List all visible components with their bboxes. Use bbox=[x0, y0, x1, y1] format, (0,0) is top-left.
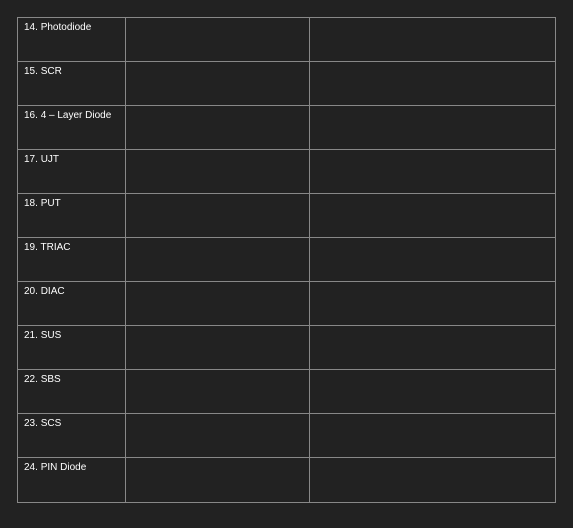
table-row: 18. PUT bbox=[18, 194, 555, 238]
symbol-cell bbox=[126, 106, 310, 149]
characteristic-cell bbox=[310, 458, 555, 502]
symbol-cell bbox=[126, 194, 310, 237]
table-row: 20. DIAC bbox=[18, 282, 555, 326]
characteristic-cell bbox=[310, 282, 555, 325]
device-label: SUS bbox=[41, 330, 62, 341]
device-label: Photodiode bbox=[41, 22, 92, 33]
device-name-cell: 19. TRIAC bbox=[18, 238, 126, 281]
symbol-cell bbox=[126, 150, 310, 193]
device-name-cell: 16. 4 – Layer Diode bbox=[18, 106, 126, 149]
device-name-cell: 14. Photodiode bbox=[18, 18, 126, 61]
characteristic-cell bbox=[310, 150, 555, 193]
device-label: PIN Diode bbox=[41, 462, 87, 473]
device-table: 14. Photodiode15. SCR16. 4 – Layer Diode… bbox=[17, 17, 556, 503]
row-number: 21. bbox=[24, 330, 38, 341]
characteristic-cell bbox=[310, 194, 555, 237]
symbol-cell bbox=[126, 370, 310, 413]
symbol-cell bbox=[126, 458, 310, 502]
characteristic-cell bbox=[310, 62, 555, 105]
characteristic-cell bbox=[310, 326, 555, 369]
symbol-cell bbox=[126, 282, 310, 325]
symbol-cell bbox=[126, 238, 310, 281]
row-number: 23. bbox=[24, 418, 38, 429]
device-name-cell: 20. DIAC bbox=[18, 282, 126, 325]
row-number: 18. bbox=[24, 198, 38, 209]
device-label: DIAC bbox=[41, 286, 65, 297]
table-row: 21. SUS bbox=[18, 326, 555, 370]
device-name-cell: 22. SBS bbox=[18, 370, 126, 413]
characteristic-cell bbox=[310, 370, 555, 413]
row-number: 16. bbox=[24, 110, 38, 121]
characteristic-cell bbox=[310, 106, 555, 149]
row-number: 20. bbox=[24, 286, 38, 297]
row-number: 15. bbox=[24, 66, 38, 77]
table-row: 15. SCR bbox=[18, 62, 555, 106]
device-label: TRIAC bbox=[41, 242, 71, 253]
device-label: UJT bbox=[41, 154, 59, 165]
row-number: 24. bbox=[24, 462, 38, 473]
table-row: 14. Photodiode bbox=[18, 18, 555, 62]
device-name-cell: 21. SUS bbox=[18, 326, 126, 369]
characteristic-cell bbox=[310, 18, 555, 61]
table-row: 24. PIN Diode bbox=[18, 458, 555, 502]
table-row: 16. 4 – Layer Diode bbox=[18, 106, 555, 150]
device-name-cell: 18. PUT bbox=[18, 194, 126, 237]
table-row: 23. SCS bbox=[18, 414, 555, 458]
symbol-cell bbox=[126, 414, 310, 457]
device-name-cell: 15. SCR bbox=[18, 62, 126, 105]
characteristic-cell bbox=[310, 414, 555, 457]
symbol-cell bbox=[126, 18, 310, 61]
device-name-cell: 24. PIN Diode bbox=[18, 458, 126, 502]
row-number: 14. bbox=[24, 22, 38, 33]
table-row: 19. TRIAC bbox=[18, 238, 555, 282]
device-label: SCR bbox=[41, 66, 62, 77]
device-label: SCS bbox=[41, 418, 62, 429]
row-number: 17. bbox=[24, 154, 38, 165]
device-label: SBS bbox=[41, 374, 61, 385]
row-number: 22. bbox=[24, 374, 38, 385]
characteristic-cell bbox=[310, 238, 555, 281]
row-number: 19. bbox=[24, 242, 38, 253]
device-name-cell: 23. SCS bbox=[18, 414, 126, 457]
table-row: 22. SBS bbox=[18, 370, 555, 414]
table-row: 17. UJT bbox=[18, 150, 555, 194]
device-label: PUT bbox=[41, 198, 61, 209]
symbol-cell bbox=[126, 326, 310, 369]
device-name-cell: 17. UJT bbox=[18, 150, 126, 193]
symbol-cell bbox=[126, 62, 310, 105]
device-label: 4 – Layer Diode bbox=[41, 110, 112, 121]
